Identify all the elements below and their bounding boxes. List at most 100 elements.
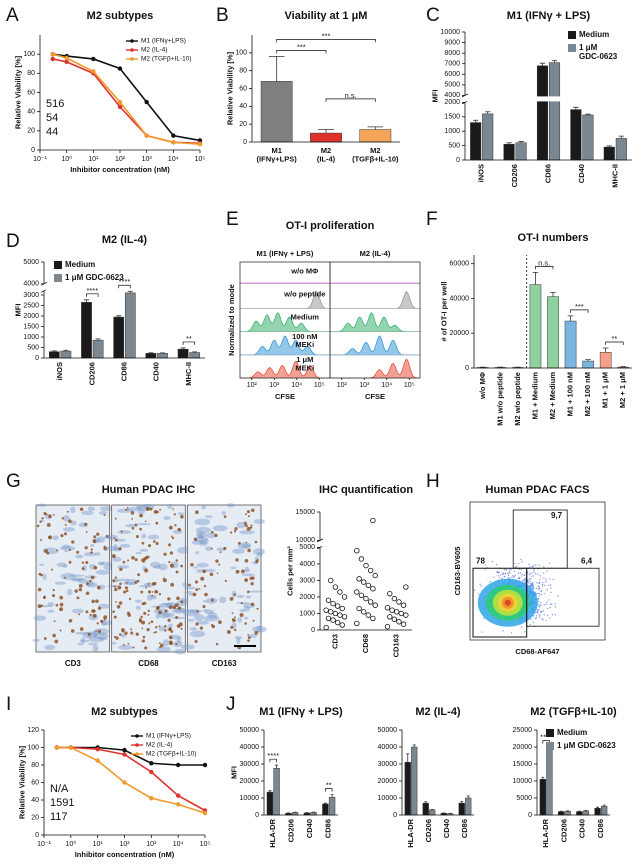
chart-title: IHC quantification [319, 484, 413, 496]
ic50-label: 1591 [50, 797, 74, 809]
y-tick-label: 4000 [23, 281, 39, 288]
tissue-stroma [117, 508, 133, 513]
category-label: CD68 [361, 634, 370, 653]
stained-cell [100, 620, 103, 622]
point [367, 599, 374, 605]
event [481, 631, 483, 633]
stained-cell [43, 596, 46, 599]
y-tick-label: 5000 [516, 795, 532, 802]
category-label: M2 + 1 μM [618, 372, 627, 408]
y-axis-label: Cells per mm² [285, 546, 294, 596]
significance-label: ** [612, 334, 618, 343]
point [50, 56, 55, 62]
y-tick-label: 0 [311, 627, 315, 634]
error-bar [412, 744, 416, 747]
stained-cell [214, 533, 218, 538]
y-tick-label: 20000 [378, 778, 398, 785]
stained-cell [170, 535, 173, 538]
stained-cell [141, 639, 145, 643]
tissue-stroma [243, 616, 249, 620]
event [531, 565, 534, 568]
x-tick-label: 10² [115, 156, 126, 163]
tissue-stroma [203, 568, 216, 573]
tissue-stroma [117, 530, 132, 534]
tissue-stroma [111, 641, 117, 645]
stained-cell [131, 518, 133, 520]
y-tick-label: 15000 [296, 509, 316, 516]
y-tick-label: 2500 [23, 302, 39, 309]
stained-cell [125, 508, 128, 511]
point [367, 567, 374, 574]
stained-cell [175, 559, 179, 562]
point [363, 562, 369, 569]
tissue-stroma [219, 596, 227, 604]
tissue-stroma [118, 645, 133, 650]
row-label: w/o peptide [283, 289, 325, 298]
stained-cell [251, 508, 255, 513]
event [531, 572, 533, 575]
x-axis-label: Inhibitor concentration (nM) [70, 165, 170, 174]
event [554, 603, 556, 605]
category-label: HLA-DR [541, 818, 550, 847]
bar [411, 746, 418, 816]
y-tick-label: 8000 [444, 50, 460, 57]
category-label: CD86 [119, 362, 128, 381]
y-tick-label: 10000 [296, 537, 316, 544]
stained-cell [112, 610, 115, 614]
stained-cell [124, 586, 129, 590]
bar [546, 748, 553, 816]
event [510, 632, 513, 634]
stained-cell [244, 578, 248, 582]
legend-swatch [54, 274, 62, 282]
stained-cell [158, 610, 162, 615]
stained-cell [250, 524, 253, 527]
tissue-stroma [89, 636, 105, 643]
stained-cell [114, 576, 118, 579]
axis-break-gap [321, 541, 413, 547]
event [498, 577, 501, 579]
y-tick-label: 60000 [450, 261, 470, 268]
tissue-stroma [93, 632, 109, 640]
curve [52, 58, 201, 145]
tissue-stroma [75, 554, 84, 559]
point [356, 576, 362, 582]
bar [422, 802, 429, 816]
stained-cell [89, 613, 92, 616]
y-tick-label: 500 [27, 344, 39, 351]
event [532, 564, 535, 567]
histogram [330, 335, 420, 356]
stained-cell [89, 579, 92, 583]
stained-cell [96, 532, 100, 536]
event [544, 584, 546, 587]
event [520, 626, 523, 628]
y-tick-label: 60 [27, 89, 35, 96]
category-label: CD40 [442, 819, 451, 838]
stained-cell [140, 590, 144, 594]
bar [404, 762, 411, 816]
stained-cell [78, 587, 83, 592]
bar [582, 360, 594, 369]
stained-cell [245, 541, 248, 544]
tissue-stroma [96, 536, 106, 543]
point [149, 761, 154, 766]
point [370, 615, 376, 622]
event [529, 582, 531, 585]
tissue-stroma [172, 529, 183, 534]
legend-swatch [546, 742, 554, 750]
y-tick-label: 1000 [444, 128, 460, 135]
tissue-stroma [56, 562, 67, 568]
event [535, 617, 538, 619]
event [538, 597, 540, 600]
event [557, 595, 559, 597]
tissue-stroma [212, 525, 228, 532]
y-tick-label: 0 [31, 147, 35, 154]
stained-cell [158, 592, 162, 596]
category-label: M2 + Medium [548, 372, 557, 420]
error-bar [406, 753, 410, 763]
y-tick-label: 80 [27, 70, 35, 77]
ic50-label: 117 [50, 811, 68, 823]
event [504, 572, 507, 575]
error-bar [485, 111, 491, 114]
event [524, 580, 526, 583]
tissue-stroma [174, 648, 186, 655]
